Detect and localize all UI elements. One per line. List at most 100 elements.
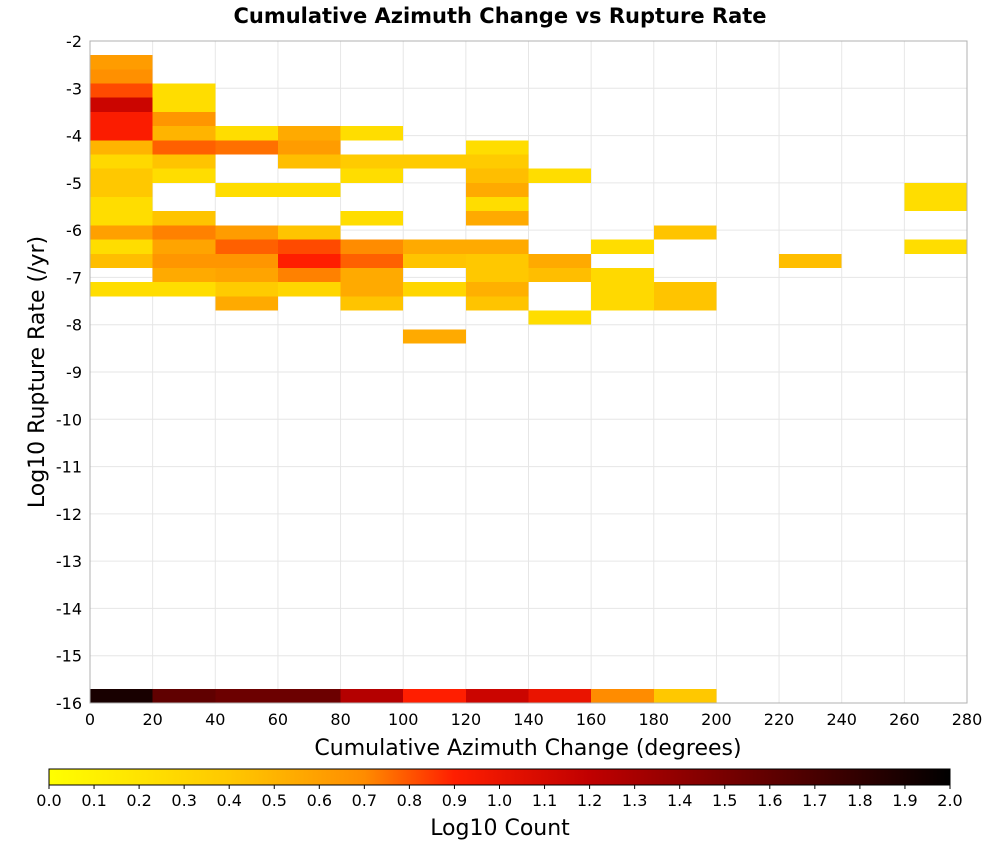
heatmap-cell [465,182,529,198]
chart-title: Cumulative Azimuth Change vs Rupture Rat… [233,4,766,28]
colorbar-tick-label: 1.6 [757,791,782,810]
x-tick-label: 60 [268,710,288,729]
x-tick-label: 180 [639,710,670,729]
heatmap-cell [591,296,654,311]
colorbar-tick-label: 0.4 [216,791,241,810]
heatmap-cell [528,253,592,268]
colorbar-tick-label: 0.5 [262,791,287,810]
colorbar-tick-label: 1.3 [622,791,647,810]
heatmap-cell [90,688,153,703]
heatmap-cell [215,225,278,240]
heatmap-cell [90,97,153,112]
heatmap-cell [215,688,278,703]
heatmap-cell [340,688,404,703]
heatmap-cell [152,126,216,141]
heatmap-cell [215,140,278,155]
x-tick-label: 80 [330,710,350,729]
heatmap-cell [403,282,466,297]
y-tick-label: -6 [66,221,82,240]
heatmap-cell [90,55,153,70]
grid [89,40,968,704]
heatmap-cell [152,97,216,112]
heatmap-cell [277,239,341,254]
heatmap-cell [465,253,529,268]
heatmap-cell [152,225,216,240]
x-tick-label: 220 [764,710,795,729]
heatmap-cell [215,296,278,311]
heatmap-cell [90,182,153,198]
heatmap-cell [465,211,529,226]
heatmap-cell [528,310,592,325]
colorbar-tick-label: 0.3 [171,791,196,810]
y-axis-ticks: -2 -3 -4 -5 -6 -7 -8 -9 -10 -11 -12 -13 -14 -15 -16 [56,32,82,713]
heatmap-cell [465,154,529,169]
heatmap-cells [90,55,967,703]
heatmap-cell [90,69,153,84]
heatmap-cell [90,111,153,127]
heatmap-cell [528,168,592,183]
heatmap-cell [653,296,717,311]
x-tick-label: 20 [142,710,162,729]
colorbar [48,768,951,786]
heatmap-cell [152,282,216,297]
heatmap-cell [215,267,278,283]
heatmap-cell [653,688,717,703]
heatmap-cell [277,182,341,198]
heatmap-cell [215,126,278,141]
heatmap-cell [465,168,529,183]
heatmap-cell [528,267,592,283]
y-tick-label: -13 [56,552,82,571]
heatmap-cell [403,154,466,169]
x-tick-label: 240 [826,710,857,729]
heatmap-cell [340,267,404,283]
heatmap-cell [277,140,341,155]
heatmap-cell [152,168,216,183]
colorbar-tick-label: 2.0 [937,791,962,810]
plot-frame [89,40,968,704]
heatmap-cell [465,282,529,297]
heatmap-cell [152,267,216,283]
y-tick-label: -5 [66,174,82,193]
y-tick-label: -16 [56,694,82,713]
heatmap-cell [90,83,153,98]
heatmap-cell [277,253,341,268]
colorbar-tick-label: 0.9 [442,791,467,810]
y-tick-label: -9 [66,363,82,382]
heatmap-cell [277,267,341,283]
colorbar-ticks: 0.0 0.1 0.2 0.3 0.4 0.5 0.6 0.7 0.8 0.9 1.0 1.1 1.2 1… [36,785,963,810]
heatmap-cell [152,253,216,268]
x-tick-label: 0 [85,710,95,729]
x-tick-label: 140 [513,710,544,729]
y-axis-label: Log10 Rupture Rate (/yr) [25,236,50,508]
heatmap-cell [277,282,341,297]
x-tick-label: 40 [205,710,225,729]
y-tick-label: -15 [56,647,82,666]
y-tick-label: -2 [66,32,82,51]
heatmap-cell [340,211,404,226]
heatmap-cell [465,688,529,703]
y-tick-label: -10 [56,410,82,429]
colorbar-tick-label: 1.0 [487,791,512,810]
heatmap-cell [152,154,216,169]
heatmap-cell [403,329,466,344]
colorbar-tick-label: 0.7 [352,791,377,810]
heatmap-cell [152,111,216,127]
colorbar-tick-label: 0.1 [81,791,106,810]
y-tick-label: -8 [66,316,82,335]
colorbar-tick-label: 0.0 [36,791,61,810]
colorbar-tick-label: 0.6 [307,791,332,810]
x-tick-label: 260 [889,710,920,729]
x-tick-label: 200 [701,710,732,729]
heatmap-cell [465,197,529,212]
colorbar-tick-label: 1.1 [532,791,557,810]
y-tick-label: -3 [66,79,82,98]
heatmap-cell [152,688,216,703]
heatmap-cell [465,140,529,155]
x-axis-ticks: 0 20 40 60 80 100 120 140 160 180 200 220 240 260 280 [85,710,982,729]
heatmap-cell [340,296,404,311]
colorbar-tick-label: 1.9 [892,791,917,810]
heatmap-cell [152,140,216,155]
colorbar-tick-label: 1.5 [712,791,737,810]
x-tick-label: 280 [952,710,983,729]
y-tick-label: -4 [66,127,82,146]
